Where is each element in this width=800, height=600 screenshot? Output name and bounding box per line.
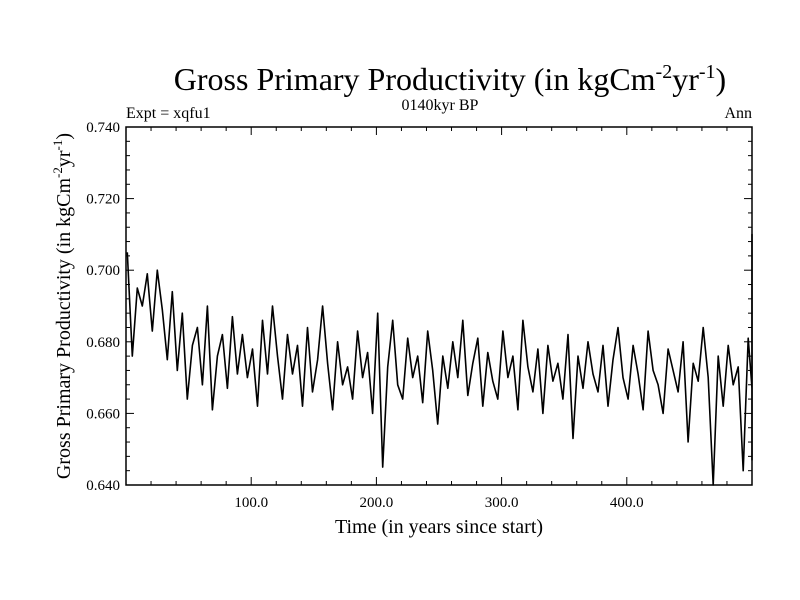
plot-frame (125, 126, 753, 486)
axis-tick-labels: 100.0 200.0 300.0 400.0 0.640 0.660 0.680 0.700… (86, 120, 643, 511)
y-axis-label: Gross Primary Productivity (in kgCm-2yr-… (50, 133, 75, 479)
axis-ticks (126, 127, 752, 485)
subtitle-left: Expt = xqfu1 (126, 105, 211, 122)
subtitle-center: 0140kyr BP (402, 97, 479, 114)
y-tick-label: 0.740 (86, 120, 120, 136)
y-tick-label: 0.680 (86, 335, 120, 351)
y-tick-label: 0.660 (86, 406, 120, 422)
chart-title: Gross Primary Productivity (in kgCm-2yr-… (174, 61, 726, 97)
x-tick-label: 300.0 (485, 495, 519, 511)
x-tick-label: 400.0 (610, 495, 644, 511)
gpp-series-line (126, 233, 753, 486)
y-tick-label: 0.640 (86, 478, 120, 494)
y-tick-label: 0.700 (86, 263, 120, 279)
x-tick-label: 200.0 (360, 495, 394, 511)
subtitle-right: Ann (724, 105, 752, 122)
x-tick-label: 100.0 (234, 495, 268, 511)
x-axis-label: Time (in years since start) (335, 516, 543, 538)
y-tick-label: 0.720 (86, 192, 120, 208)
